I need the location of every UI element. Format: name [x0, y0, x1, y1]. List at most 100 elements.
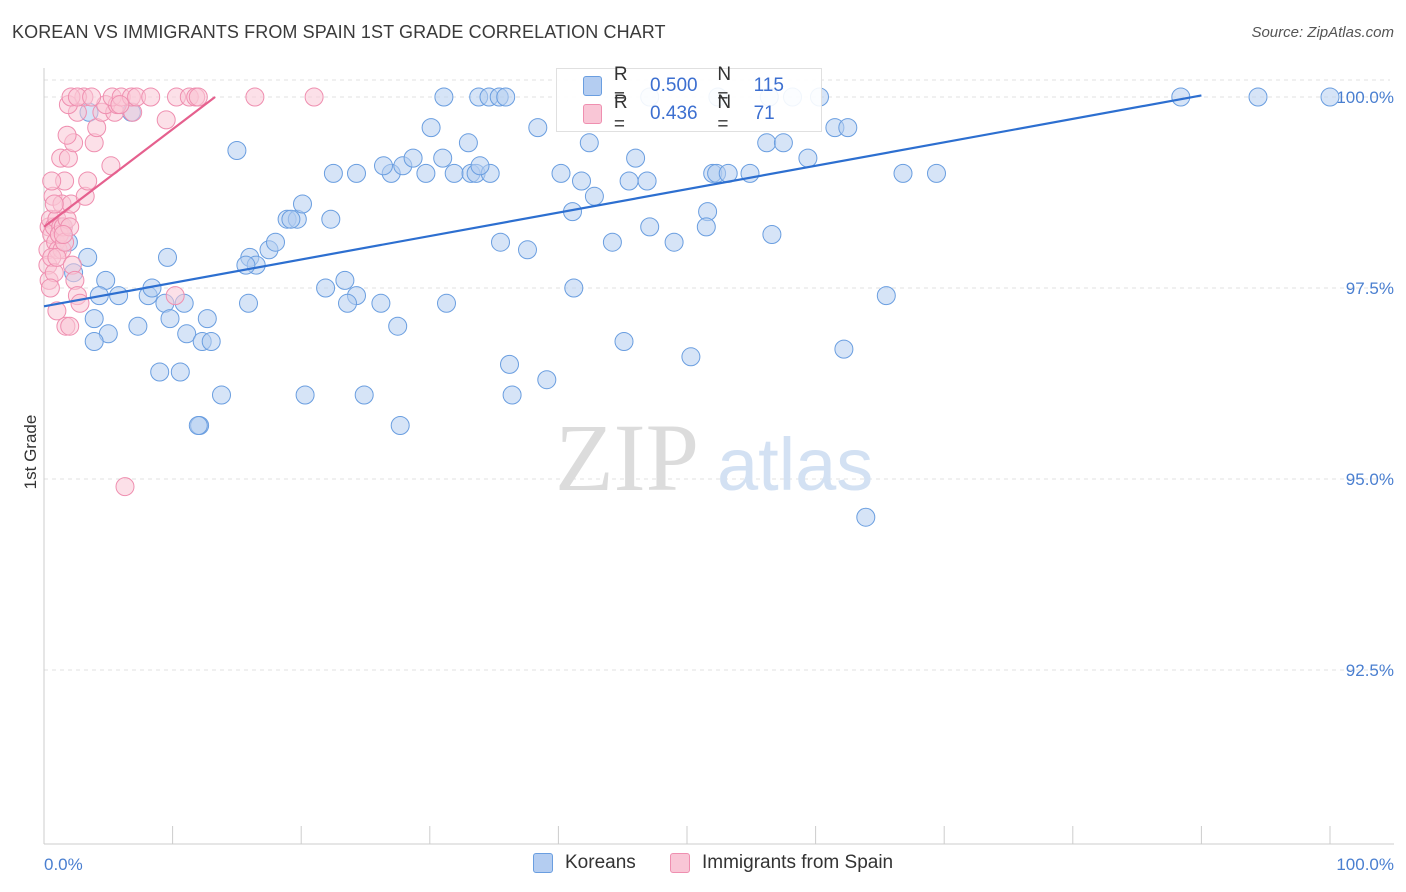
legend-item-spain[interactable]: Immigrants from Spain: [670, 852, 893, 874]
korean-point: [390, 416, 410, 435]
korean-point: [316, 278, 336, 298]
korean-point: [293, 194, 312, 214]
legend-item-koreans[interactable]: Koreans: [533, 852, 636, 874]
korean-point: [502, 385, 522, 405]
korean-point: [212, 385, 231, 405]
korean-point: [437, 293, 456, 313]
korean-point: [640, 217, 660, 237]
korean-point: [338, 293, 357, 313]
y-tick-label: 100.0%: [1336, 88, 1394, 107]
korean-point: [893, 163, 913, 183]
y-tick-label: 97.5%: [1346, 279, 1394, 298]
korean-point: [664, 232, 684, 252]
korean-point: [434, 87, 454, 107]
korean-point: [696, 217, 716, 237]
spain-point: [82, 87, 102, 107]
spain-point: [115, 477, 135, 497]
korean-point: [354, 385, 374, 405]
series-legend: Koreans Immigrants from Spain: [0, 852, 1406, 878]
korean-point: [518, 240, 537, 260]
x-tick-max: 100.0%: [1336, 855, 1394, 874]
koreans-trend-line: [43, 94, 1202, 308]
korean-point: [321, 209, 341, 229]
spain-point: [165, 286, 185, 306]
y-tick-label: 95.0%: [1346, 470, 1394, 489]
spain-point: [78, 171, 98, 191]
korean-point: [239, 293, 258, 313]
korean-point: [347, 163, 366, 183]
koreans-legend-label: Koreans: [565, 852, 636, 873]
korean-point: [876, 286, 896, 306]
korean-point: [762, 225, 782, 244]
korean-point: [78, 247, 98, 267]
korean-point: [421, 118, 441, 138]
korean-point: [491, 232, 510, 252]
korean-point: [528, 118, 548, 138]
koreans-swatch: [583, 76, 602, 96]
korean-point: [496, 87, 516, 107]
spain-point: [60, 316, 80, 336]
korean-point: [614, 332, 634, 351]
korean-point: [470, 156, 490, 176]
y-tick-label: 92.5%: [1346, 661, 1394, 680]
spain-point: [156, 110, 176, 130]
spain-point: [70, 293, 90, 313]
spain-trend-line: [43, 96, 216, 228]
spain-point: [47, 301, 67, 321]
spain-point: [57, 125, 77, 145]
korean-point: [433, 148, 453, 168]
spain-legend-swatch: [670, 853, 690, 873]
spain-point: [188, 87, 208, 107]
spain-point: [40, 278, 60, 298]
watermark-atlas: atlas: [717, 423, 873, 506]
n-value: 71: [753, 103, 775, 124]
legend-row-koreans: R = 0.500 N = 115: [583, 64, 821, 107]
koreans-legend-swatch: [533, 853, 553, 873]
spain-points: [38, 87, 324, 497]
korean-point: [177, 324, 197, 344]
korean-point: [757, 133, 777, 153]
n-label: N =: [717, 92, 732, 135]
korean-point: [335, 270, 355, 290]
korean-point: [681, 347, 701, 367]
spain-point: [42, 171, 62, 191]
watermark: ZIP atlas: [555, 404, 873, 511]
r-label: R =: [613, 64, 628, 107]
korean-point: [500, 354, 519, 374]
korean-point: [188, 416, 208, 435]
korean-point: [458, 133, 478, 153]
korean-point: [416, 163, 436, 183]
spain-point: [53, 225, 73, 244]
korean-point: [160, 309, 180, 329]
korean-point: [564, 278, 584, 298]
korean-point: [626, 148, 646, 168]
spain-point: [304, 87, 324, 107]
source-credit: Source: ZipAtlas.com: [1251, 24, 1394, 41]
korean-point: [838, 118, 858, 138]
korean-point: [109, 286, 129, 306]
legend-row-spain: R = 0.436 N = 71: [583, 92, 821, 135]
korean-point: [444, 163, 464, 183]
korean-point: [388, 316, 408, 336]
korean-point: [84, 332, 104, 351]
korean-point: [266, 232, 285, 252]
korean-point: [150, 362, 170, 382]
korean-point: [374, 156, 393, 176]
korean-point: [834, 339, 854, 359]
r-value: 0.500: [650, 75, 698, 96]
korean-point: [551, 163, 571, 183]
n-label: N =: [717, 64, 732, 107]
korean-point: [798, 148, 818, 168]
korean-point: [227, 141, 247, 160]
korean-point: [1320, 87, 1340, 107]
x-tick-min: 0.0%: [44, 855, 83, 874]
watermark-zip: ZIP: [555, 404, 699, 511]
korean-point: [201, 332, 221, 351]
korean-point: [371, 293, 391, 313]
spain-point: [110, 95, 130, 115]
korean-point: [170, 362, 190, 382]
spain-point: [141, 87, 161, 107]
korean-point: [572, 171, 591, 191]
korean-point: [637, 171, 657, 191]
korean-point: [537, 370, 557, 390]
